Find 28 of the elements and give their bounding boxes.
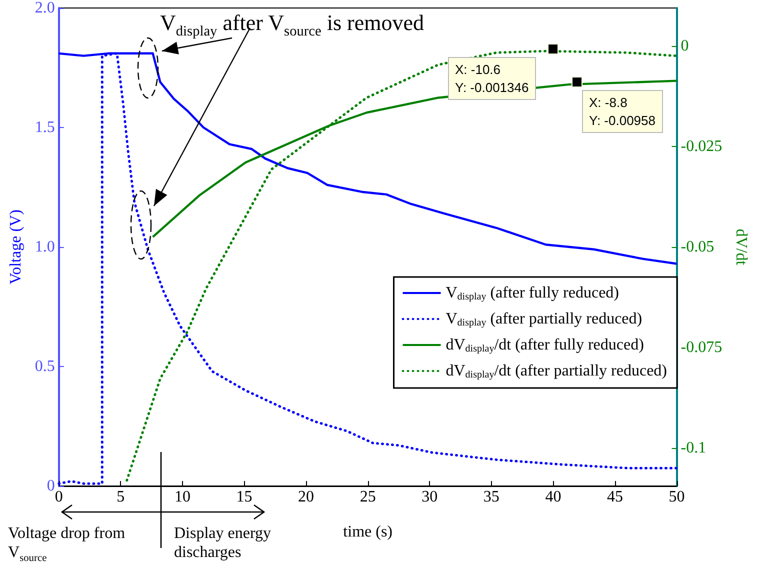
y-tick-label: 1.0 (34, 238, 55, 256)
x-tick-label: 45 (606, 488, 623, 506)
y-tick-label: 0 (46, 478, 55, 494)
x-tick-label: 50 (668, 488, 685, 506)
x-axis-title: time (s) (343, 524, 392, 540)
y2-tick-label: -0.1 (680, 440, 706, 457)
y-tick-label: 2.0 (34, 0, 55, 16)
y2-tick-label: -0.075 (680, 339, 722, 356)
y2-tick-label: 0 (680, 37, 689, 54)
annotation: X: -8.8 Y: -0.00958 (582, 90, 662, 134)
x-tick-label: 15 (236, 488, 252, 506)
x-tick-label: 35 (483, 488, 500, 506)
y-tick-label: 0.5 (34, 358, 55, 375)
x-tick-label: 10 (174, 488, 190, 506)
y2-tick-label: -0.025 (680, 138, 722, 155)
y2-tick-label: -0.05 (680, 238, 714, 256)
x-tick-label: 25 (360, 488, 376, 506)
y-axis-title: Voltage (V) (8, 210, 24, 284)
y2-axis-title: dV/dt (732, 228, 750, 266)
y-tick-label: 1.5 (34, 119, 55, 136)
x-tick-label: 40 (545, 488, 562, 506)
x-tick-label: 30 (422, 488, 438, 506)
annotation: V$_{display}$ after V$_{source}$ is removed (160, 10, 424, 41)
text: Voltage drop from V$_{source}$ (8, 524, 126, 566)
x-tick-label: 5 (116, 488, 125, 506)
annotation: X: -10.6 Y: -0.001346 (448, 57, 536, 100)
text: Display energy discharges (174, 524, 272, 562)
x-tick-label: 20 (298, 488, 314, 506)
